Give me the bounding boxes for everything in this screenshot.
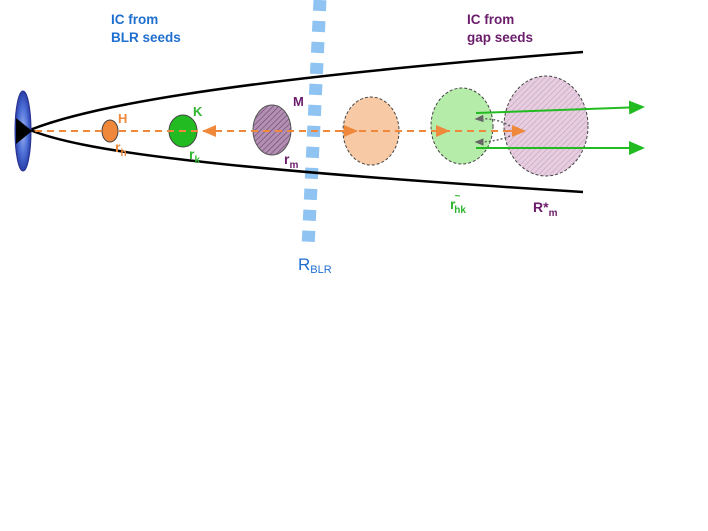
gray-dotted-arrow-lower	[474, 135, 511, 146]
blob-k-radius-label: rk	[189, 146, 200, 166]
blob-m	[252, 104, 292, 156]
gray-dotted-arrow-upper	[474, 114, 511, 127]
blob-hk-radius-label: r~ hk	[450, 191, 466, 216]
blob-m-radius-label: rm	[284, 151, 298, 171]
header-left-line2: BLR seeds	[111, 30, 181, 45]
blr-radius-label: RBLR	[298, 255, 332, 276]
blob-light-green	[430, 87, 494, 165]
source-core-icon	[16, 118, 32, 144]
blob-h-radius-label: rh	[115, 139, 127, 159]
header-right-line1: IC from	[467, 12, 514, 27]
blr-boundary-band	[301, 0, 327, 249]
green-output-arrow-upper	[475, 100, 645, 115]
jet-cone-upper	[29, 50, 584, 132]
header-right-line2: gap seeds	[467, 30, 533, 45]
blob-pink-hatched	[503, 75, 589, 177]
blob-m-label: M	[293, 94, 304, 109]
blob-h-label: H	[118, 111, 127, 126]
blob-k-label: K	[193, 104, 203, 119]
blob-m-far-radius-label: R*m	[533, 199, 558, 219]
header-left-line1: IC from	[111, 12, 158, 27]
jet-cone-lower	[29, 128, 584, 194]
